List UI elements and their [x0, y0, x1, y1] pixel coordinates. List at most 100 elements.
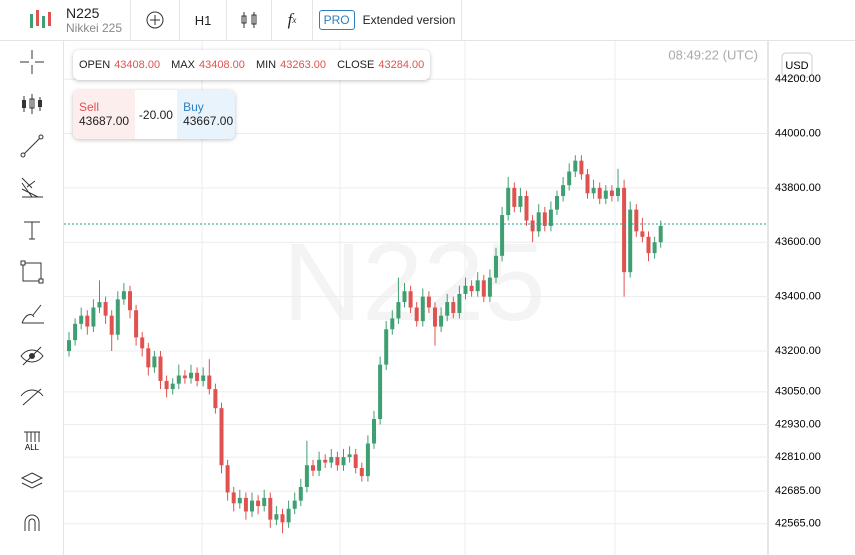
toolbar: ALL	[0, 41, 64, 555]
candle-body	[311, 465, 315, 471]
spread: -20.00	[138, 107, 173, 122]
candle-body	[164, 380, 169, 390]
candle-body	[463, 285, 468, 294]
candle-body	[445, 302, 450, 316]
candle-body	[207, 375, 212, 390]
candle-body	[182, 375, 187, 379]
candle-body	[567, 171, 572, 186]
candle-body	[603, 190, 608, 199]
magnet[interactable]	[0, 503, 63, 545]
candle-body	[365, 443, 370, 477]
buy[interactable]: Buy 43667.00	[177, 90, 235, 139]
value: 43408.00	[198, 59, 245, 71]
chart: N225 USD 44200.00 44000.00 43800.00 43600.0…	[64, 41, 821, 555]
candle-body	[268, 497, 273, 520]
hide-tool[interactable]	[0, 335, 63, 377]
logo	[30, 10, 51, 28]
candles-tool[interactable]	[0, 83, 63, 125]
crosshair[interactable]	[0, 41, 63, 83]
line-tool[interactable]	[0, 125, 63, 167]
candle-body	[353, 454, 358, 468]
sell-label: Sell	[79, 100, 100, 114]
candle-body	[396, 302, 401, 319]
buy-price: 43667.00	[183, 114, 234, 128]
candle-body	[658, 225, 663, 243]
symbol-name: Nikkei 225	[66, 21, 123, 35]
label: CLOSE	[337, 59, 375, 71]
candle-body	[372, 419, 376, 444]
candle-body	[384, 329, 389, 365]
rect-tool[interactable]	[0, 251, 63, 293]
label: MIN	[255, 59, 277, 71]
y-tick-label: 42685.00	[775, 485, 821, 497]
candle-body	[597, 187, 602, 199]
y-tick-label: 43200.00	[775, 345, 821, 357]
remove-all[interactable]: ALL	[0, 419, 63, 461]
candle-body	[378, 364, 383, 420]
y-tick-label: 43800.00	[775, 182, 821, 194]
candle-body	[408, 291, 413, 308]
candle-body	[341, 457, 346, 466]
candle-body	[201, 375, 206, 381]
candle-body	[225, 465, 230, 493]
candle-body	[579, 160, 584, 175]
candle-body	[390, 318, 395, 330]
candle-body	[67, 340, 71, 352]
candle-body	[426, 296, 431, 308]
candle-body	[189, 372, 193, 379]
symbol[interactable]: N225 Nikkei 225	[0, 0, 131, 40]
candle-body	[128, 291, 132, 311]
candle-body	[622, 187, 627, 273]
timeframe[interactable]: H1	[180, 0, 227, 40]
candle-body	[433, 307, 437, 327]
layers[interactable]	[0, 461, 63, 503]
y-tick-label: 42930.00	[775, 418, 821, 430]
candle-body	[134, 310, 139, 338]
chart-type[interactable]	[227, 0, 272, 40]
ohlc-box: OPEN 43408.00 MAX 43408.00 MIN 43263.00 CLO…	[73, 50, 431, 80]
candle-body	[487, 277, 492, 297]
value: 43284.00	[378, 59, 425, 71]
candle-body	[323, 459, 328, 463]
sell[interactable]: Sell 43687.00	[73, 90, 135, 139]
trade-box: Sell 43687.00 -20.00 Buy 43667.00	[73, 90, 235, 139]
candle-body	[146, 348, 151, 368]
candle-body	[250, 500, 254, 512]
currency-box[interactable]	[781, 52, 813, 78]
candle-body	[213, 389, 218, 409]
candle-body	[530, 220, 535, 232]
candle-body	[591, 187, 596, 194]
candle-body	[237, 497, 242, 504]
candle-body	[359, 467, 364, 477]
candle-body	[347, 454, 352, 458]
candle-body	[469, 285, 474, 292]
fib-tool[interactable]	[0, 167, 63, 209]
candle-body	[536, 212, 541, 232]
candle-body	[609, 190, 614, 197]
candle-body	[414, 307, 419, 322]
candle-body	[243, 497, 248, 512]
value: 43408.00	[114, 59, 161, 71]
candle-body	[152, 356, 157, 368]
candle-body	[219, 408, 224, 466]
candle-body	[85, 315, 90, 327]
candle-body	[195, 372, 200, 381]
candle-body	[274, 514, 279, 520]
candle-body	[481, 280, 486, 297]
candle-body	[561, 185, 566, 197]
label: OPEN	[79, 59, 111, 71]
text-tool[interactable]	[0, 209, 63, 251]
candle-body	[506, 187, 511, 216]
hide-labels-tool[interactable]	[0, 377, 63, 419]
candle-body	[652, 242, 657, 254]
candle-body	[103, 302, 108, 316]
candle-body	[451, 302, 456, 313]
tool-label: ALL	[24, 443, 39, 452]
y-tick-label: 42565.00	[775, 518, 821, 530]
candle-body	[548, 209, 553, 226]
pro[interactable]: PRO Extended version	[313, 0, 462, 40]
add[interactable]	[131, 0, 180, 40]
brush-tool[interactable]	[0, 293, 63, 335]
